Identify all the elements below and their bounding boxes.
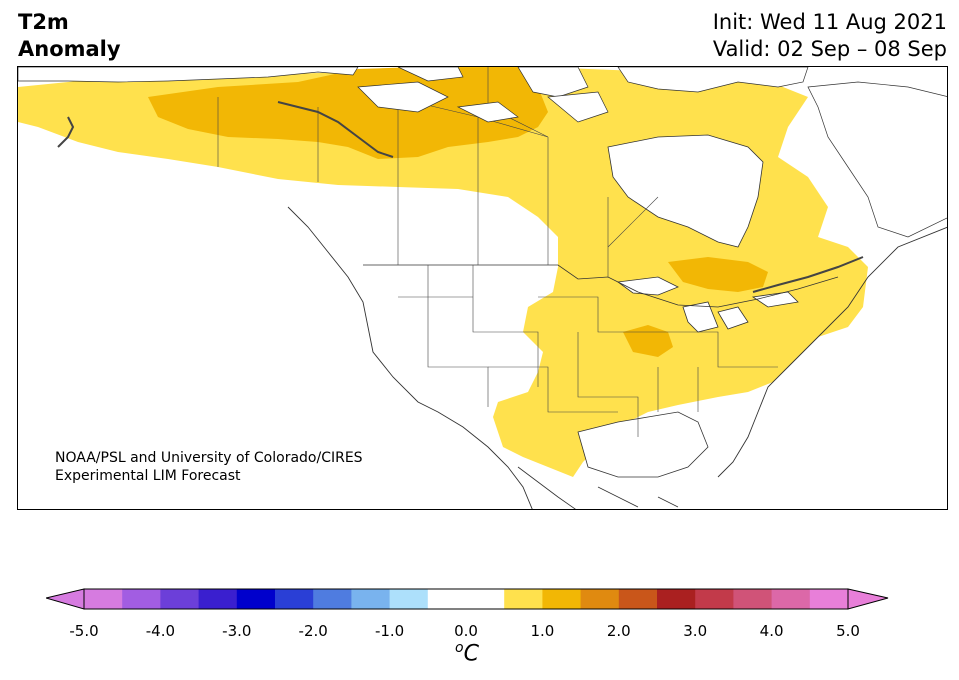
arctic-coastline (18, 67, 947, 238)
valid-dates: Valid: 02 Sep – 08 Sep (712, 37, 947, 61)
colorbar-segment (427, 589, 467, 609)
colorbar-tick-label: -1.0 (374, 622, 405, 640)
colorbar-segment (389, 589, 429, 609)
colorbar-segment (771, 589, 811, 609)
colorbar-tick-label: 3.0 (683, 622, 708, 640)
credit-line-1: NOAA/PSL and University of Colorado/CIRE… (55, 450, 363, 466)
colorbar-segment (657, 589, 696, 609)
st-lawrence-river (752, 256, 864, 293)
credit-line-2: Experimental LIM Forecast (55, 468, 241, 484)
hudson-bay (607, 134, 764, 248)
colorbar-tick-label: 2.0 (606, 622, 631, 640)
colorbar-segment (466, 589, 505, 609)
title-line-1: T2m (18, 10, 69, 34)
colorbar-segment (542, 589, 582, 609)
colorbar-tick-label: 0.0 (454, 622, 478, 640)
atlantic-coast (717, 226, 947, 478)
colorbar-segment (275, 589, 314, 609)
colorbar-tick-label: 5.0 (836, 622, 860, 640)
colorbar-segment (618, 589, 658, 609)
colorbar-segment (313, 589, 352, 609)
unit-letter: C (463, 641, 479, 667)
map-title: T2m Anomaly (18, 9, 121, 63)
colorbar-segment (580, 589, 620, 609)
colorbar-segment (160, 589, 200, 609)
init-date: Init: Wed 11 Aug 2021 (712, 10, 947, 34)
colorbar-tick-label: -5.0 (69, 622, 99, 640)
unit-degree: o (455, 640, 464, 656)
colorbar-tick-label: -3.0 (222, 622, 252, 640)
title-line-2: Anomaly (18, 37, 121, 61)
colorbar-segment (84, 589, 123, 609)
great-lakes (616, 276, 799, 333)
pacific-coast (287, 206, 533, 509)
colorbar-segment (695, 589, 734, 609)
colorbar-segment (122, 589, 161, 609)
mackenzie-river (277, 101, 394, 158)
forecast-credit: NOAA/PSL and University of Colorado/CIRE… (55, 449, 363, 485)
colorbar-segment (198, 589, 238, 609)
colorbar (46, 588, 889, 610)
colorbar-segment (236, 589, 276, 609)
colorbar-segment (504, 589, 543, 609)
mexico-coastline (517, 466, 679, 509)
colorbar-high-extend (847, 588, 889, 610)
colorbar-segment (733, 589, 773, 609)
colorbar-tick-label: -4.0 (145, 622, 176, 640)
anomaly-region-medium-north (148, 67, 548, 159)
state-borders (398, 265, 778, 437)
colorbar-segment (351, 589, 391, 609)
anomaly-map (17, 66, 948, 510)
colorbar-tick-label: 4.0 (759, 622, 784, 640)
colorbar-tick-label: 1.0 (530, 622, 555, 640)
anomaly-region-medium-ontario (668, 257, 768, 292)
colorbar-segments (84, 589, 849, 609)
map-canvas (18, 67, 947, 509)
colorbar-tick-label: -2.0 (298, 622, 328, 640)
anomaly-region-medium-midwest (623, 325, 673, 357)
yukon-river (57, 116, 75, 148)
colorbar-segment (809, 589, 849, 609)
colorbar-unit: oC (455, 640, 479, 666)
colorbar-frame (83, 588, 849, 610)
us-canada-border (363, 264, 839, 308)
colorbar-low-extend (46, 588, 85, 610)
forecast-dates: Init: Wed 11 Aug 2021 Valid: 02 Sep – 08… (713, 9, 947, 63)
